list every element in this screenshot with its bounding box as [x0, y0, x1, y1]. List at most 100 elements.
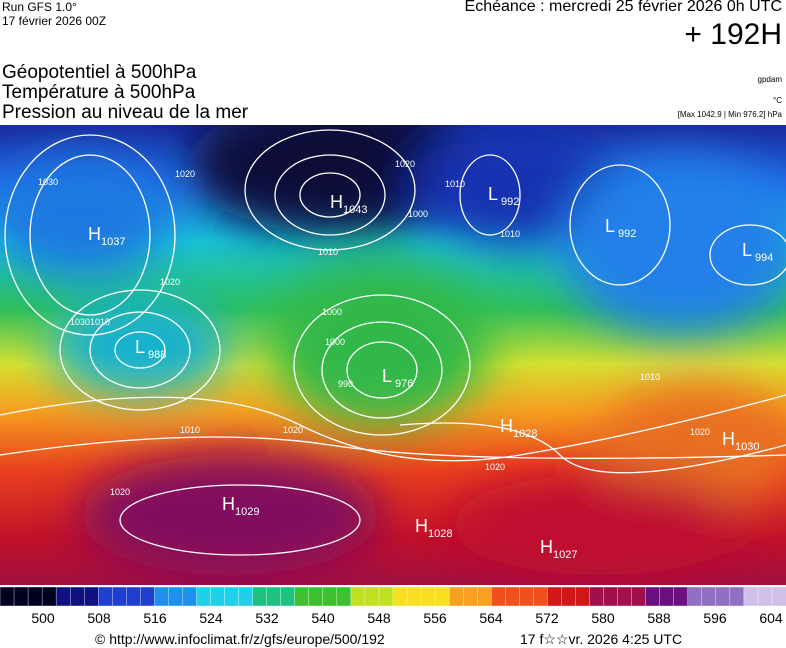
color-swatch	[336, 586, 352, 607]
color-swatch	[41, 586, 57, 607]
isobar-label: 1010	[180, 425, 200, 435]
isobar-label: 1000	[322, 307, 342, 317]
color-swatch	[757, 586, 773, 607]
color-swatch	[266, 586, 282, 607]
colorbar-label: 580	[591, 610, 615, 626]
color-swatch	[196, 586, 212, 607]
color-swatch	[491, 586, 506, 607]
unit: gpdam	[757, 75, 782, 84]
colorbar-label: 500	[31, 610, 55, 626]
color-swatch	[84, 586, 99, 607]
isobar-label: 1020	[160, 277, 180, 287]
color-swatch	[631, 586, 647, 607]
colorbar-label: 532	[255, 610, 279, 626]
isobar-label: 1010	[500, 229, 520, 239]
credit: © http://www.infoclimat.fr/z/gfs/europe/…	[95, 631, 385, 647]
color-swatch	[687, 586, 703, 607]
pressure-value: 992	[501, 196, 519, 208]
color-swatch	[350, 586, 366, 607]
color-swatch	[0, 586, 15, 607]
isobar-label: 1010	[318, 247, 338, 257]
pressure-center: H	[222, 494, 235, 514]
colorbar-label: 604	[759, 610, 783, 626]
pressure-center: H	[88, 224, 101, 244]
isobar-label: 1020	[110, 487, 130, 497]
colorbar: 500 508 516 524 532 540 548 556 564 572 580 588 596 6…	[0, 586, 786, 626]
color-swatch	[168, 586, 184, 607]
pressure-value: 994	[755, 252, 773, 264]
pressure-value: 988	[148, 349, 166, 361]
color-swatch	[659, 586, 675, 607]
isobar-label: 1000	[325, 337, 345, 347]
color-swatch	[603, 586, 619, 607]
color-swatch	[673, 586, 689, 607]
color-swatch	[252, 586, 268, 607]
pressure-center: L	[488, 184, 498, 204]
color-swatch	[294, 586, 310, 607]
isobar-label: 990	[338, 379, 353, 389]
color-swatch	[224, 586, 240, 607]
isobar-label: 1000	[408, 209, 428, 219]
color-swatch	[98, 586, 113, 607]
color-swatch	[505, 586, 521, 607]
isobar-label: 1030	[70, 317, 90, 327]
colorbar-label: 596	[703, 610, 727, 626]
colorbar-label: 508	[87, 610, 111, 626]
pressure-value: 976	[395, 378, 413, 390]
color-swatch	[210, 586, 226, 607]
pressure-value: 992	[618, 228, 636, 240]
color-swatch	[701, 586, 717, 607]
color-swatch	[182, 586, 198, 607]
unit: °C	[773, 96, 782, 105]
colorbar-label: 572	[535, 610, 559, 626]
color-swatch	[55, 586, 71, 607]
colorbar-label: 540	[311, 610, 335, 626]
color-swatch	[575, 586, 591, 607]
color-swatch	[561, 586, 577, 607]
pressure-center: L	[135, 337, 145, 357]
color-swatch	[617, 586, 633, 607]
color-swatch	[729, 586, 745, 607]
isobar-label: 1010	[640, 372, 660, 382]
isobar-label: 1020	[485, 462, 505, 472]
color-swatch	[434, 586, 450, 607]
pressure-center: H	[415, 516, 428, 536]
color-swatch	[280, 586, 296, 607]
color-swatch	[715, 586, 731, 607]
pressure-value: 1028	[513, 428, 537, 440]
pressure-value: 1043	[343, 204, 367, 216]
color-swatch	[378, 586, 394, 607]
color-swatch	[406, 586, 422, 607]
pressure-center: L	[605, 216, 615, 236]
run-date: 17 février 2026 00Z	[2, 14, 107, 28]
color-swatch	[420, 586, 436, 607]
layer: Pression au niveau de la mer	[2, 102, 249, 123]
timestamp: 17 f☆☆vr. 2026 4:25 UTC	[520, 631, 683, 647]
color-swatch	[364, 586, 380, 607]
colorbar-label: 548	[367, 610, 391, 626]
isobar-label: 1020	[395, 159, 415, 169]
colorbar-label: 588	[647, 610, 671, 626]
layer: Géopotentiel à 500hPa	[2, 62, 197, 83]
pressure-value: 1027	[553, 549, 577, 561]
color-swatch	[140, 586, 156, 607]
color-swatch	[69, 586, 85, 607]
colorbar-label: 564	[479, 610, 503, 626]
color-swatch	[645, 586, 661, 607]
color-swatch	[322, 586, 338, 607]
color-swatch	[533, 586, 549, 607]
color-swatch	[547, 586, 563, 607]
colorbar-label: 524	[199, 610, 223, 626]
color-swatch	[743, 586, 759, 607]
pressure-value: 1037	[101, 236, 125, 248]
isobar-label: 1020	[283, 425, 303, 435]
color-swatch	[308, 586, 324, 607]
unit: [Max 1042.9 | Min 976.2] hPa	[677, 110, 782, 119]
color-swatch	[112, 586, 128, 607]
isobar-label: 1010	[90, 317, 110, 327]
color-swatch	[238, 586, 254, 607]
color-swatch	[462, 586, 478, 607]
color-swatch	[13, 586, 29, 607]
